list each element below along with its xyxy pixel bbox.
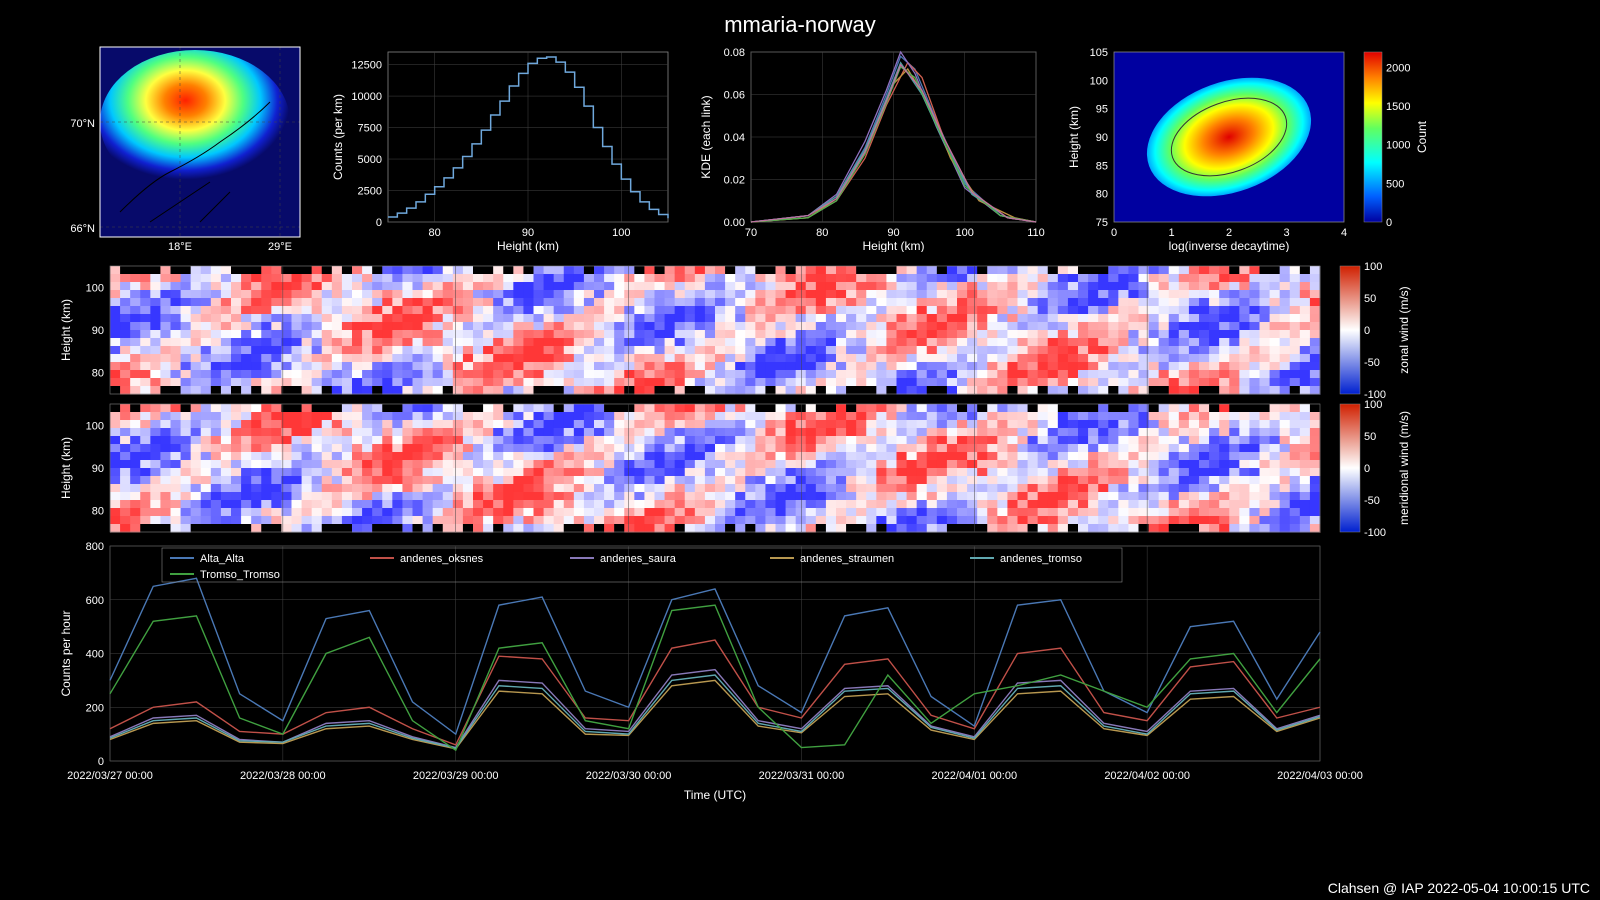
svg-text:0: 0 bbox=[98, 756, 104, 768]
svg-text:-100: -100 bbox=[1364, 527, 1386, 539]
panel-map: 70°N 66°N 18°E 29°E bbox=[60, 42, 310, 252]
svg-text:80: 80 bbox=[1096, 189, 1108, 201]
svg-text:andenes_oksnes: andenes_oksnes bbox=[400, 553, 484, 565]
svg-text:90: 90 bbox=[92, 463, 104, 475]
svg-text:Height (km): Height (km) bbox=[59, 299, 73, 361]
svg-text:0: 0 bbox=[1111, 227, 1117, 239]
svg-text:100: 100 bbox=[1364, 261, 1382, 273]
svg-text:0.06: 0.06 bbox=[724, 90, 745, 102]
svg-text:50: 50 bbox=[1364, 431, 1376, 443]
svg-text:100: 100 bbox=[1364, 399, 1382, 411]
svg-text:4: 4 bbox=[1341, 227, 1347, 239]
svg-text:110: 110 bbox=[1027, 227, 1045, 239]
svg-text:2022/03/30 00:00: 2022/03/30 00:00 bbox=[586, 770, 672, 782]
svg-text:90: 90 bbox=[522, 227, 534, 239]
top-row: 70°N 66°N 18°E 29°E 80901000250050007500… bbox=[0, 42, 1600, 252]
svg-text:3: 3 bbox=[1283, 227, 1289, 239]
svg-text:75: 75 bbox=[1096, 217, 1108, 229]
svg-text:90: 90 bbox=[92, 325, 104, 337]
svg-text:-50: -50 bbox=[1364, 495, 1380, 507]
svg-text:66°N: 66°N bbox=[70, 223, 95, 235]
svg-text:2022/04/01 00:00: 2022/04/01 00:00 bbox=[931, 770, 1017, 782]
svg-text:100: 100 bbox=[86, 282, 104, 294]
svg-text:Time (UTC): Time (UTC) bbox=[684, 788, 746, 802]
svg-text:18°E: 18°E bbox=[168, 241, 192, 252]
svg-text:0.00: 0.00 bbox=[724, 217, 745, 229]
svg-text:5000: 5000 bbox=[358, 154, 382, 166]
svg-text:2: 2 bbox=[1226, 227, 1232, 239]
svg-text:1: 1 bbox=[1168, 227, 1174, 239]
svg-text:50: 50 bbox=[1364, 293, 1376, 305]
svg-text:90: 90 bbox=[887, 227, 899, 239]
svg-text:2500: 2500 bbox=[358, 186, 382, 198]
svg-text:0: 0 bbox=[376, 217, 382, 229]
svg-text:Count: Count bbox=[1415, 120, 1429, 153]
svg-text:7500: 7500 bbox=[358, 123, 382, 135]
svg-text:100: 100 bbox=[956, 227, 974, 239]
svg-text:80: 80 bbox=[92, 368, 104, 380]
svg-text:100: 100 bbox=[86, 420, 104, 432]
svg-text:600: 600 bbox=[86, 595, 104, 607]
svg-text:Height (km): Height (km) bbox=[862, 239, 924, 252]
svg-text:2022/04/03 00:00: 2022/04/03 00:00 bbox=[1277, 770, 1363, 782]
svg-text:85: 85 bbox=[1096, 160, 1108, 172]
svg-text:2022/03/29 00:00: 2022/03/29 00:00 bbox=[413, 770, 499, 782]
svg-text:andenes_straumen: andenes_straumen bbox=[800, 553, 894, 565]
panel-kde: 70 80 90 100 110 0.00 0.02 0.04 0.06 0.08 Height (… bbox=[696, 42, 1046, 252]
svg-text:70°N: 70°N bbox=[70, 118, 95, 130]
svg-text:1000: 1000 bbox=[1386, 140, 1410, 152]
footer-text: Clahsen @ IAP 2022-05-04 10:00:15 UTC bbox=[1328, 880, 1590, 896]
svg-text:80: 80 bbox=[92, 506, 104, 518]
svg-text:0.08: 0.08 bbox=[724, 47, 745, 59]
svg-text:KDE (each link): KDE (each link) bbox=[699, 95, 713, 178]
svg-text:80: 80 bbox=[429, 227, 441, 239]
svg-text:0: 0 bbox=[1364, 463, 1370, 475]
svg-text:200: 200 bbox=[86, 702, 104, 714]
svg-text:10000: 10000 bbox=[351, 91, 382, 103]
svg-text:meridional wind (m/s): meridional wind (m/s) bbox=[1397, 411, 1411, 525]
counts-legend: Alta_Alta andenes_oksnes andenes_saura ande… bbox=[162, 548, 1122, 582]
svg-text:12500: 12500 bbox=[351, 60, 382, 72]
svg-text:Counts (per km): Counts (per km) bbox=[331, 94, 345, 180]
svg-text:400: 400 bbox=[86, 649, 104, 661]
panel-histogram: 80 90 100 0 2500 5000 7500 10000 12500 Height (km… bbox=[328, 42, 678, 252]
svg-text:2022/03/28 00:00: 2022/03/28 00:00 bbox=[240, 770, 326, 782]
svg-text:Height (km): Height (km) bbox=[497, 239, 559, 252]
svg-text:2000: 2000 bbox=[1386, 62, 1410, 74]
svg-text:80: 80 bbox=[816, 227, 828, 239]
svg-text:100: 100 bbox=[612, 227, 630, 239]
svg-text:500: 500 bbox=[1386, 178, 1404, 190]
svg-text:Counts per hour: Counts per hour bbox=[59, 610, 73, 696]
svg-text:100: 100 bbox=[1090, 75, 1108, 87]
svg-text:29°E: 29°E bbox=[268, 241, 292, 252]
svg-text:70: 70 bbox=[745, 227, 757, 239]
svg-text:0: 0 bbox=[1386, 217, 1392, 229]
svg-text:0.02: 0.02 bbox=[724, 175, 745, 187]
page-title: mmaria-norway bbox=[0, 0, 1600, 42]
svg-text:Tromso_Tromso: Tromso_Tromso bbox=[200, 569, 280, 581]
svg-text:log(inverse decaytime): log(inverse decaytime) bbox=[1169, 239, 1290, 252]
svg-text:90: 90 bbox=[1096, 132, 1108, 144]
svg-text:Height (km): Height (km) bbox=[1067, 106, 1081, 168]
svg-text:800: 800 bbox=[86, 541, 104, 553]
svg-text:0: 0 bbox=[1364, 325, 1370, 337]
svg-text:Height (km): Height (km) bbox=[59, 437, 73, 499]
svg-text:-50: -50 bbox=[1364, 357, 1380, 369]
svg-text:2022/03/31 00:00: 2022/03/31 00:00 bbox=[759, 770, 845, 782]
panel-heatmap: 0 1 2 3 4 75 80 85 90 95 100 105 log(inverse decayti… bbox=[1064, 42, 1434, 252]
panel-winds-and-counts: 80 90 100 Height (km) -100 -50 0 50 100 zonal win… bbox=[10, 256, 1590, 816]
svg-text:1500: 1500 bbox=[1386, 101, 1410, 113]
svg-text:2022/03/27 00:00: 2022/03/27 00:00 bbox=[67, 770, 153, 782]
svg-text:andenes_tromso: andenes_tromso bbox=[1000, 553, 1082, 565]
svg-text:105: 105 bbox=[1090, 47, 1108, 59]
svg-text:zonal wind (m/s): zonal wind (m/s) bbox=[1397, 286, 1411, 373]
svg-text:Alta_Alta: Alta_Alta bbox=[200, 553, 245, 565]
svg-text:95: 95 bbox=[1096, 104, 1108, 116]
svg-text:0.04: 0.04 bbox=[724, 132, 745, 144]
svg-text:2022/04/02 00:00: 2022/04/02 00:00 bbox=[1104, 770, 1190, 782]
svg-text:andenes_saura: andenes_saura bbox=[600, 553, 677, 565]
